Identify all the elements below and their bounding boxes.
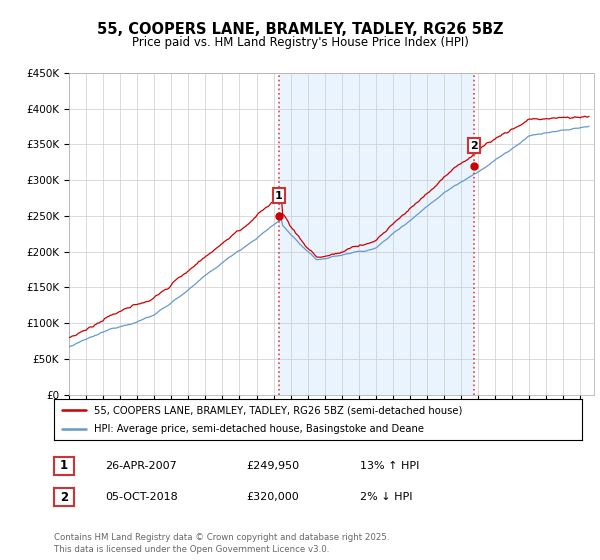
Bar xyxy=(279,73,474,395)
Text: 13% ↑ HPI: 13% ↑ HPI xyxy=(360,461,419,471)
Text: 55, COOPERS LANE, BRAMLEY, TADLEY, RG26 5BZ (semi-detached house): 55, COOPERS LANE, BRAMLEY, TADLEY, RG26 … xyxy=(94,405,462,415)
Text: 26-APR-2007: 26-APR-2007 xyxy=(105,461,177,471)
Text: £249,950: £249,950 xyxy=(246,461,299,471)
Text: 1: 1 xyxy=(60,459,68,473)
Text: 05-OCT-2018: 05-OCT-2018 xyxy=(105,492,178,502)
Text: 2: 2 xyxy=(470,141,478,151)
Text: HPI: Average price, semi-detached house, Basingstoke and Deane: HPI: Average price, semi-detached house,… xyxy=(94,424,424,433)
Text: £320,000: £320,000 xyxy=(246,492,299,502)
Text: 2: 2 xyxy=(60,491,68,504)
Text: 1: 1 xyxy=(275,191,283,201)
Text: Contains HM Land Registry data © Crown copyright and database right 2025.
This d: Contains HM Land Registry data © Crown c… xyxy=(54,533,389,554)
Text: Price paid vs. HM Land Registry's House Price Index (HPI): Price paid vs. HM Land Registry's House … xyxy=(131,36,469,49)
Text: 2% ↓ HPI: 2% ↓ HPI xyxy=(360,492,413,502)
Text: 55, COOPERS LANE, BRAMLEY, TADLEY, RG26 5BZ: 55, COOPERS LANE, BRAMLEY, TADLEY, RG26 … xyxy=(97,22,503,38)
